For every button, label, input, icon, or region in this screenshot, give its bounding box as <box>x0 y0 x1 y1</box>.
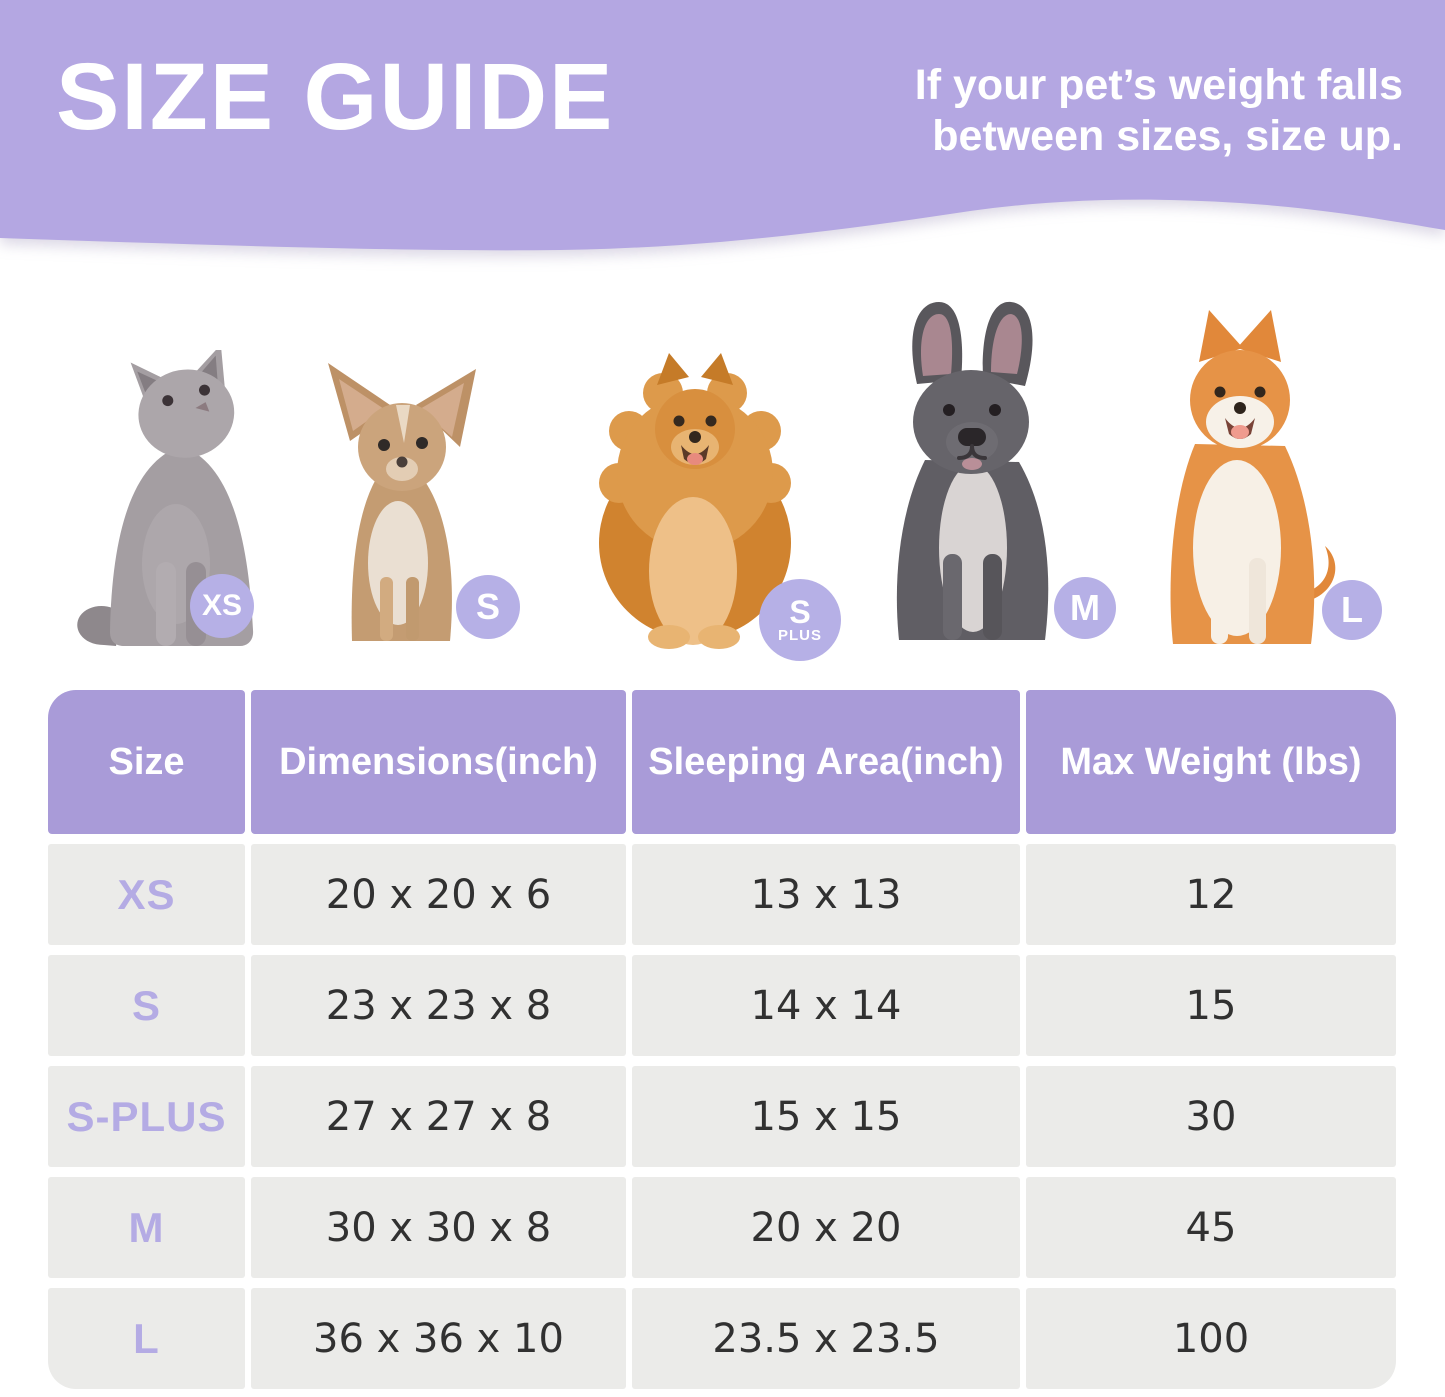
header-note: If your pet’s weight falls between sizes… <box>915 60 1403 161</box>
table-cell-max-weight: 30 <box>1026 1066 1396 1167</box>
size-badge-s-plus: S PLUS <box>759 579 841 661</box>
size-badge-l-label: L <box>1341 588 1363 630</box>
table-cell-size: S-PLUS <box>48 1066 245 1167</box>
size-badge-m-label: M <box>1070 586 1100 628</box>
table-cell-sleeping-area: 13 x 13 <box>632 844 1020 945</box>
header-note-line1: If your pet’s weight falls <box>914 61 1403 109</box>
table-cell-size: M <box>48 1177 245 1278</box>
table-cell-dimensions: 23 x 23 x 8 <box>251 955 626 1056</box>
table-cell-sleeping-area: 20 x 20 <box>632 1177 1020 1278</box>
pet-photo-chihuahua <box>298 345 493 660</box>
size-badge-s: S <box>456 575 520 639</box>
size-badge-s-plus-label: S <box>789 594 811 631</box>
size-badge-l: L <box>1322 580 1382 640</box>
table-cell-dimensions: 30 x 30 x 8 <box>251 1177 626 1278</box>
page-title: SIZE GUIDE <box>56 44 615 150</box>
pet-photo-pomeranian <box>585 333 805 661</box>
header-wave-background <box>0 0 1445 251</box>
table-cell-size: S <box>48 955 245 1056</box>
size-badge-xs: XS <box>190 574 254 638</box>
table-cell-dimensions: 27 x 27 x 8 <box>251 1066 626 1167</box>
pet-photo-french-bulldog <box>855 292 1085 662</box>
size-badge-s-plus-sublabel: PLUS <box>777 626 822 644</box>
table-cell-sleeping-area: 14 x 14 <box>632 955 1020 1056</box>
table-cell-size: XS <box>48 844 245 945</box>
table-cell-max-weight: 100 <box>1026 1288 1396 1389</box>
size-table: Size Dimensions(inch) Sleeping Area(inch… <box>48 690 1396 1389</box>
size-badge-xs-label: XS <box>201 588 243 622</box>
pet-photo-cat <box>64 350 299 662</box>
table-cell-sleeping-area: 15 x 15 <box>632 1066 1020 1167</box>
table-cell-size: L <box>48 1288 245 1389</box>
header-note-line2: between sizes, size up. <box>932 111 1403 160</box>
table-cell-max-weight: 15 <box>1026 955 1396 1056</box>
table-cell-dimensions: 20 x 20 x 6 <box>251 844 626 945</box>
table-cell-sleeping-area: 23.5 x 23.5 <box>632 1288 1020 1389</box>
column-header-sleeping-area: Sleeping Area(inch) <box>632 690 1020 834</box>
table-cell-max-weight: 12 <box>1026 844 1396 945</box>
size-badge-s-label: S <box>475 585 500 627</box>
size-badge-m: M <box>1054 577 1116 639</box>
column-header-max-weight: Max Weight (lbs) <box>1026 690 1396 834</box>
column-header-size: Size <box>48 690 245 834</box>
table-cell-max-weight: 45 <box>1026 1177 1396 1278</box>
column-header-dimensions: Dimensions(inch) <box>251 690 626 834</box>
pet-photo-shiba-inu <box>1125 296 1355 658</box>
table-cell-dimensions: 36 x 36 x 10 <box>251 1288 626 1389</box>
